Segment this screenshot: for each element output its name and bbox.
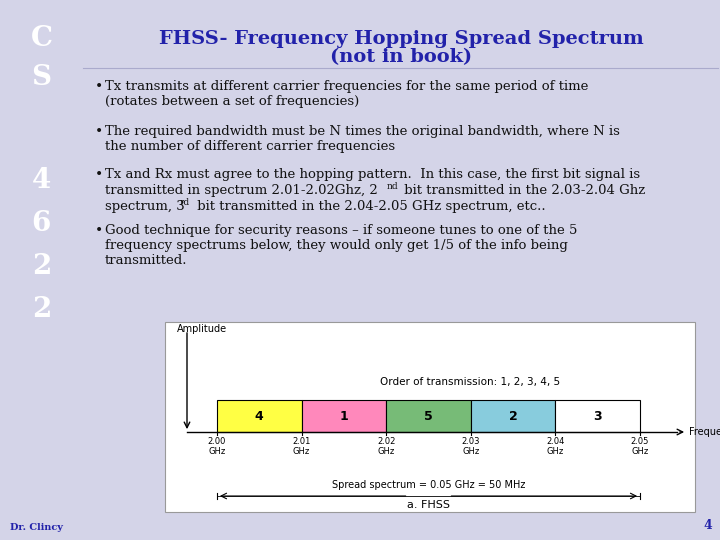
Text: 2.05
GHz: 2.05 GHz — [631, 437, 649, 456]
Text: •: • — [95, 168, 103, 182]
Text: spectrum, 3: spectrum, 3 — [105, 200, 185, 213]
Text: •: • — [95, 80, 103, 94]
Text: a. FHSS: a. FHSS — [407, 500, 450, 510]
Bar — [386, 400, 471, 432]
Text: Order of transmission: 1, 2, 3, 4, 5: Order of transmission: 1, 2, 3, 4, 5 — [380, 377, 560, 387]
Text: 2: 2 — [509, 409, 518, 422]
Text: 2.01
GHz: 2.01 GHz — [292, 437, 311, 456]
Text: Amplitude: Amplitude — [177, 324, 227, 334]
Text: The required bandwidth must be N times the original bandwidth, where N is
the nu: The required bandwidth must be N times t… — [105, 125, 620, 153]
Text: FHSS- Frequency Hopping Spread Spectrum: FHSS- Frequency Hopping Spread Spectrum — [158, 30, 644, 48]
Text: 4: 4 — [32, 167, 51, 194]
Text: C: C — [30, 25, 53, 52]
Text: bit transmitted in the 2.04-2.05 GHz spectrum, etc..: bit transmitted in the 2.04-2.05 GHz spe… — [193, 200, 546, 213]
Text: bit transmitted in the 2.03-2.04 Ghz: bit transmitted in the 2.03-2.04 Ghz — [400, 184, 645, 197]
Text: 3: 3 — [593, 409, 602, 422]
Text: Frequency: Frequency — [689, 427, 720, 437]
Text: (not in book): (not in book) — [330, 48, 472, 66]
Text: transmitted in spectrum 2.01-2.02Ghz, 2: transmitted in spectrum 2.01-2.02Ghz, 2 — [105, 184, 378, 197]
Bar — [165, 322, 695, 512]
Text: 2.00
GHz: 2.00 GHz — [208, 437, 226, 456]
Text: 2: 2 — [32, 295, 51, 322]
Text: 2.02
GHz: 2.02 GHz — [377, 437, 395, 456]
Text: 2: 2 — [32, 253, 51, 280]
Text: •: • — [95, 224, 103, 238]
Text: 4: 4 — [703, 519, 712, 532]
Text: nd: nd — [387, 182, 399, 191]
Bar — [217, 400, 302, 432]
Text: 4: 4 — [255, 409, 264, 422]
Text: rd: rd — [180, 198, 190, 207]
Text: S: S — [32, 64, 51, 91]
Text: 2.04
GHz: 2.04 GHz — [546, 437, 564, 456]
Text: 6: 6 — [32, 210, 51, 237]
Text: Spread spectrum = 0.05 GHz = 50 MHz: Spread spectrum = 0.05 GHz = 50 MHz — [332, 480, 525, 490]
Text: 2.03
GHz: 2.03 GHz — [462, 437, 480, 456]
Text: Dr. Clincy: Dr. Clincy — [10, 523, 63, 532]
Bar — [471, 400, 555, 432]
Text: Tx transmits at different carrier frequencies for the same period of time
(rotat: Tx transmits at different carrier freque… — [105, 80, 588, 108]
Text: 5: 5 — [424, 409, 433, 422]
Bar — [302, 400, 386, 432]
Bar — [555, 400, 640, 432]
Text: 1: 1 — [340, 409, 348, 422]
Text: •: • — [95, 125, 103, 139]
Text: Good technique for security reasons – if someone tunes to one of the 5
frequency: Good technique for security reasons – if… — [105, 224, 577, 267]
Text: Tx and Rx must agree to the hopping pattern.  In this case, the first bit signal: Tx and Rx must agree to the hopping patt… — [105, 168, 640, 181]
